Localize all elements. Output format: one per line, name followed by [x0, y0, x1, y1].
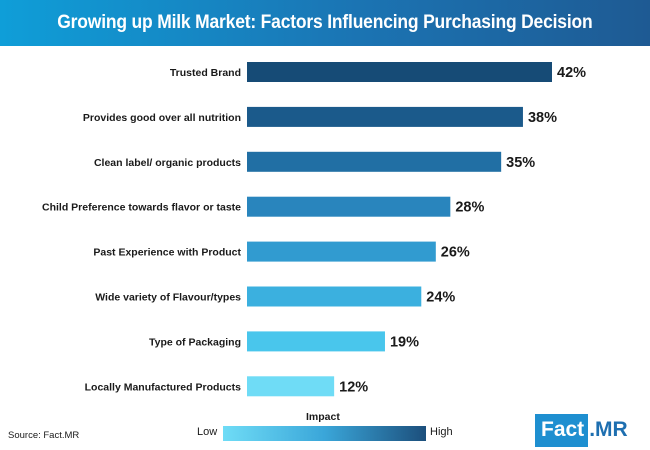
- category-label: Locally Manufactured Products: [85, 381, 242, 393]
- data-label: 19%: [390, 334, 419, 350]
- data-label: 28%: [455, 200, 484, 216]
- data-label: 24%: [426, 290, 455, 306]
- data-label: 26%: [441, 245, 470, 261]
- category-label: Child Preference towards flavor or taste: [42, 202, 241, 214]
- category-label: Trusted Brand: [170, 67, 241, 79]
- legend-low-label: Low: [197, 426, 218, 438]
- category-label: Past Experience with Product: [93, 247, 241, 259]
- bar: [247, 62, 552, 82]
- category-label: Clean label/ organic products: [94, 157, 241, 169]
- data-label: 35%: [506, 155, 535, 171]
- legend-title: Impact: [306, 411, 340, 423]
- category-label: Provides good over all nutrition: [83, 112, 241, 124]
- category-label: Type of Packaging: [149, 336, 241, 348]
- logo-fact-text: Fact: [535, 413, 589, 447]
- legend-gradient-bar: [223, 426, 426, 441]
- bar: [247, 196, 451, 217]
- source-note: Source: Fact.MR: [8, 430, 80, 441]
- bar: [247, 331, 385, 352]
- bar: [247, 286, 422, 307]
- data-label: 42%: [557, 65, 586, 81]
- bar: [247, 106, 523, 127]
- category-label: Wide variety of Flavour/types: [95, 292, 241, 304]
- chart-title: Growing up Milk Market: Factors Influenc…: [57, 12, 593, 33]
- data-label: 12%: [339, 379, 368, 395]
- bar: [247, 151, 502, 172]
- factmr-logo: Fact .MR: [535, 412, 647, 448]
- bar-chart: Trusted Brand 42% Provides good over all n…: [42, 62, 586, 397]
- legend-high-label: High: [430, 426, 453, 438]
- chart-header: Growing up Milk Market: Factors Influenc…: [0, 0, 650, 46]
- data-label: 38%: [528, 110, 557, 126]
- bar: [247, 376, 335, 397]
- logo-mr-text: .MR: [589, 418, 628, 441]
- bar: [247, 241, 436, 262]
